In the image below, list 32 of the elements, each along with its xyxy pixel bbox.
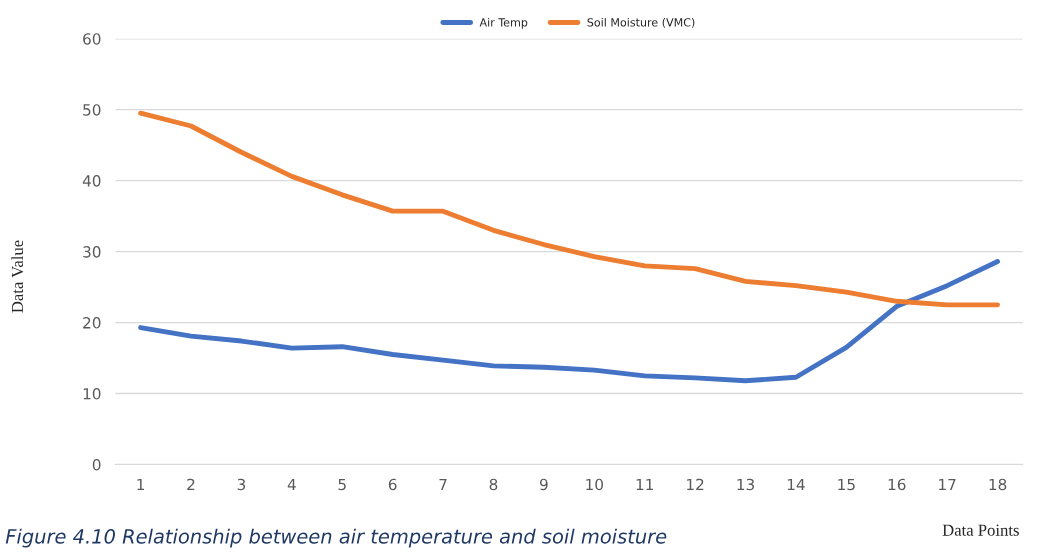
x-tick-label: 7 [439, 478, 447, 491]
line-series [138, 259, 1000, 384]
x-tick-label: 18 [989, 478, 1007, 491]
x-tick-label: 11 [636, 478, 654, 491]
x-tick-label: 4 [287, 478, 296, 491]
y-tick-label: 10 [83, 388, 101, 400]
x-tick-label: 13 [737, 478, 755, 491]
line-series [138, 110, 1000, 308]
x-tick-label: 5 [338, 478, 346, 491]
x-tick-label: 15 [838, 478, 855, 491]
legend-label: Air Temp [479, 17, 528, 29]
x-tick-label: 16 [888, 478, 906, 491]
caption: Figure 4.10 Relationship between air temperature and soil moisture [5, 528, 667, 548]
x-tick-label: 6 [388, 478, 397, 491]
x-tick-label: 12 [687, 478, 704, 491]
x-tick-label: 10 [586, 478, 603, 491]
x-tick-label: 17 [939, 478, 956, 491]
x-tick-label: 9 [539, 478, 548, 491]
x-tick-label: 8 [489, 478, 498, 491]
y-tick-label: 20 [83, 317, 101, 329]
legend-label: Soil Moisture (VMC) [587, 17, 695, 28]
y-tick-label: 30 [83, 246, 101, 258]
x-tick-label: 1 [137, 478, 145, 491]
x-tick-label: 14 [787, 478, 805, 491]
y-tick-label: 60 [83, 33, 101, 45]
y-tick-label: 40 [82, 175, 101, 187]
x-tick-label: 2 [187, 478, 195, 491]
y-axis-title: Data Value [11, 240, 24, 313]
x-axis-title: Data Points [942, 524, 1019, 536]
y-tick-label: 50 [83, 104, 101, 116]
x-tick-label: 3 [237, 478, 246, 491]
y-tick-label: 0 [92, 458, 101, 471]
